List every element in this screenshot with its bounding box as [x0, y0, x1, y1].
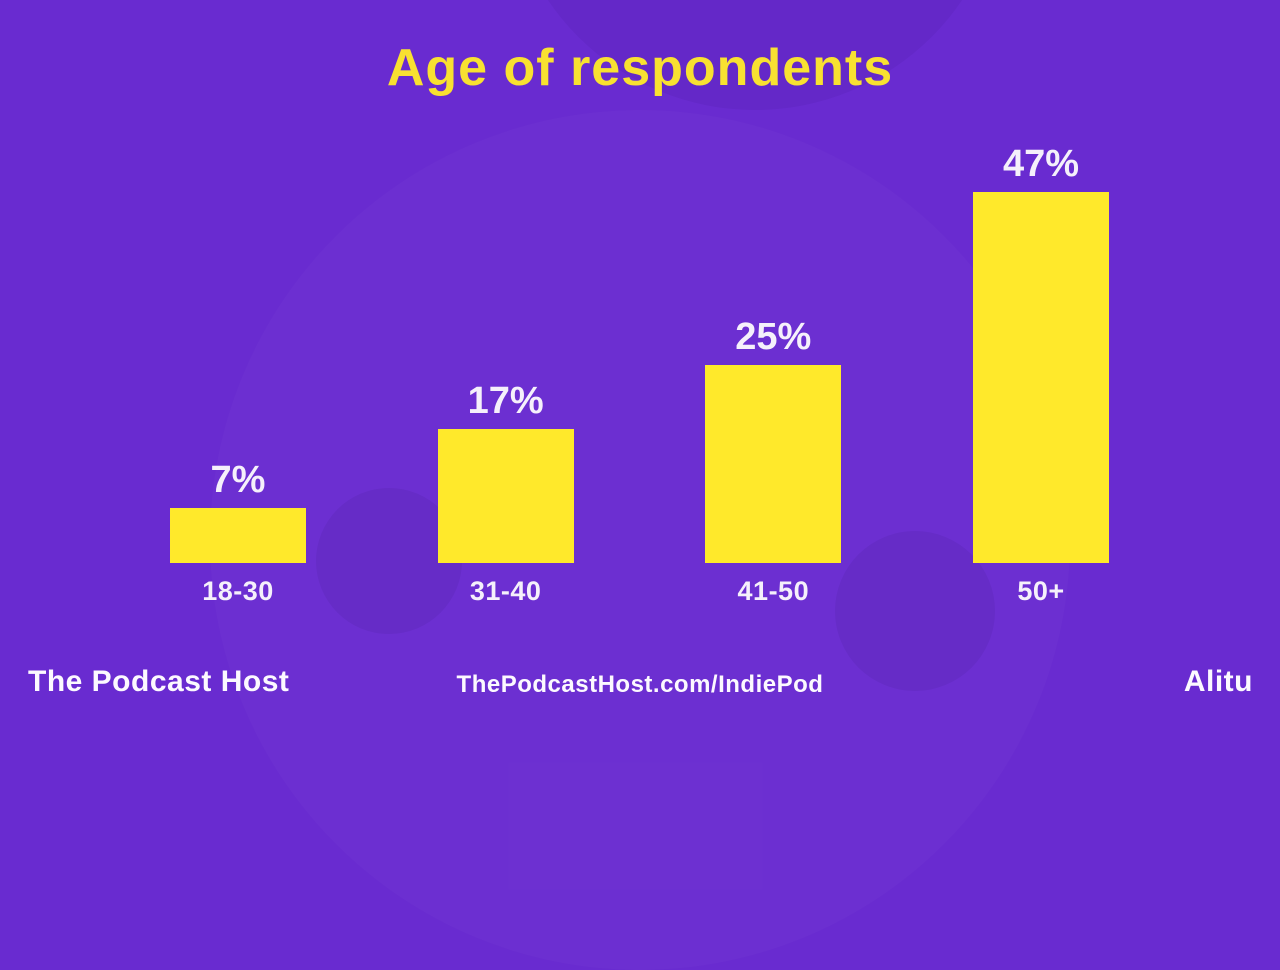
- brand-logo-the-podcast-host: The Podcast Host: [28, 665, 290, 698]
- bar-category-label: 50+: [1017, 576, 1065, 606]
- bar-group: 7% 18-30: [170, 459, 306, 606]
- chart-title: Age of respondents: [386, 39, 894, 97]
- bar-group: 25% 41-50: [705, 316, 842, 606]
- bar-value-label: 7%: [210, 459, 266, 501]
- bar-value-label: 47%: [1002, 143, 1079, 185]
- bar-value-label: 25%: [735, 316, 812, 358]
- bar-rect: [705, 365, 842, 563]
- bar-category-label: 18-30: [202, 576, 274, 606]
- bar-group: 17% 31-40: [437, 380, 574, 606]
- bar-category-label: 41-50: [737, 576, 810, 606]
- bar-rect: [437, 429, 574, 563]
- bar-category-label: 31-40: [469, 576, 542, 606]
- bar-rect: [170, 508, 306, 563]
- brand-logo-alitu: Alitu: [1183, 665, 1253, 698]
- bar-value-label: 17%: [467, 380, 544, 422]
- bars-row: 7% 18-30 17% 31-40 25% 41-50 47% 50+: [170, 0, 1109, 606]
- footer-url: ThePodcastHost.com/IndiePod: [456, 671, 824, 698]
- bar-group: 47% 50+: [972, 143, 1109, 606]
- bar-rect: [972, 192, 1109, 563]
